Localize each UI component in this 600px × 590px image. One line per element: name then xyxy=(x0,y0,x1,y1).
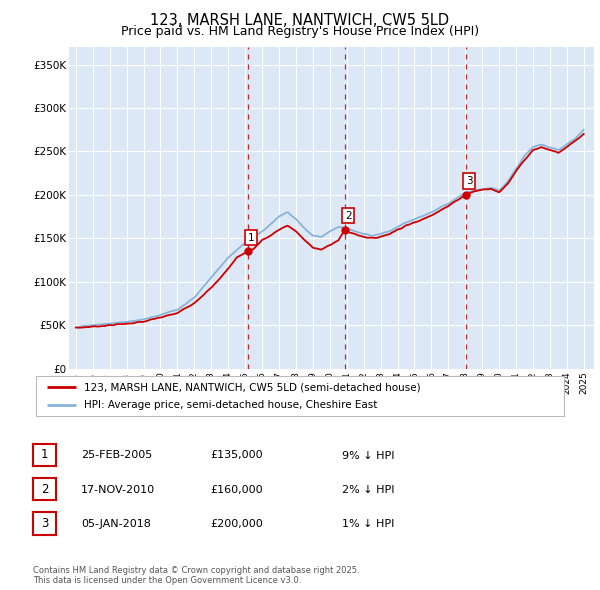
Text: 123, MARSH LANE, NANTWICH, CW5 5LD (semi-detached house): 123, MARSH LANE, NANTWICH, CW5 5LD (semi… xyxy=(83,382,420,392)
Text: Price paid vs. HM Land Registry's House Price Index (HPI): Price paid vs. HM Land Registry's House … xyxy=(121,25,479,38)
Text: 3: 3 xyxy=(41,517,48,530)
Text: £135,000: £135,000 xyxy=(210,451,263,460)
Text: 05-JAN-2018: 05-JAN-2018 xyxy=(81,519,151,529)
Text: 17-NOV-2010: 17-NOV-2010 xyxy=(81,485,155,494)
Text: HPI: Average price, semi-detached house, Cheshire East: HPI: Average price, semi-detached house,… xyxy=(83,399,377,409)
Text: 2% ↓ HPI: 2% ↓ HPI xyxy=(342,485,395,494)
Text: 2: 2 xyxy=(345,211,352,221)
Text: 1: 1 xyxy=(248,232,254,242)
Text: 1: 1 xyxy=(41,448,48,461)
Text: £160,000: £160,000 xyxy=(210,485,263,494)
Text: 1% ↓ HPI: 1% ↓ HPI xyxy=(342,519,394,529)
Text: 9% ↓ HPI: 9% ↓ HPI xyxy=(342,451,395,460)
Text: 123, MARSH LANE, NANTWICH, CW5 5LD: 123, MARSH LANE, NANTWICH, CW5 5LD xyxy=(151,13,449,28)
Text: Contains HM Land Registry data © Crown copyright and database right 2025.
This d: Contains HM Land Registry data © Crown c… xyxy=(33,566,359,585)
Text: 2: 2 xyxy=(41,483,48,496)
Text: 3: 3 xyxy=(466,176,472,186)
Text: £200,000: £200,000 xyxy=(210,519,263,529)
Text: 25-FEB-2005: 25-FEB-2005 xyxy=(81,451,152,460)
